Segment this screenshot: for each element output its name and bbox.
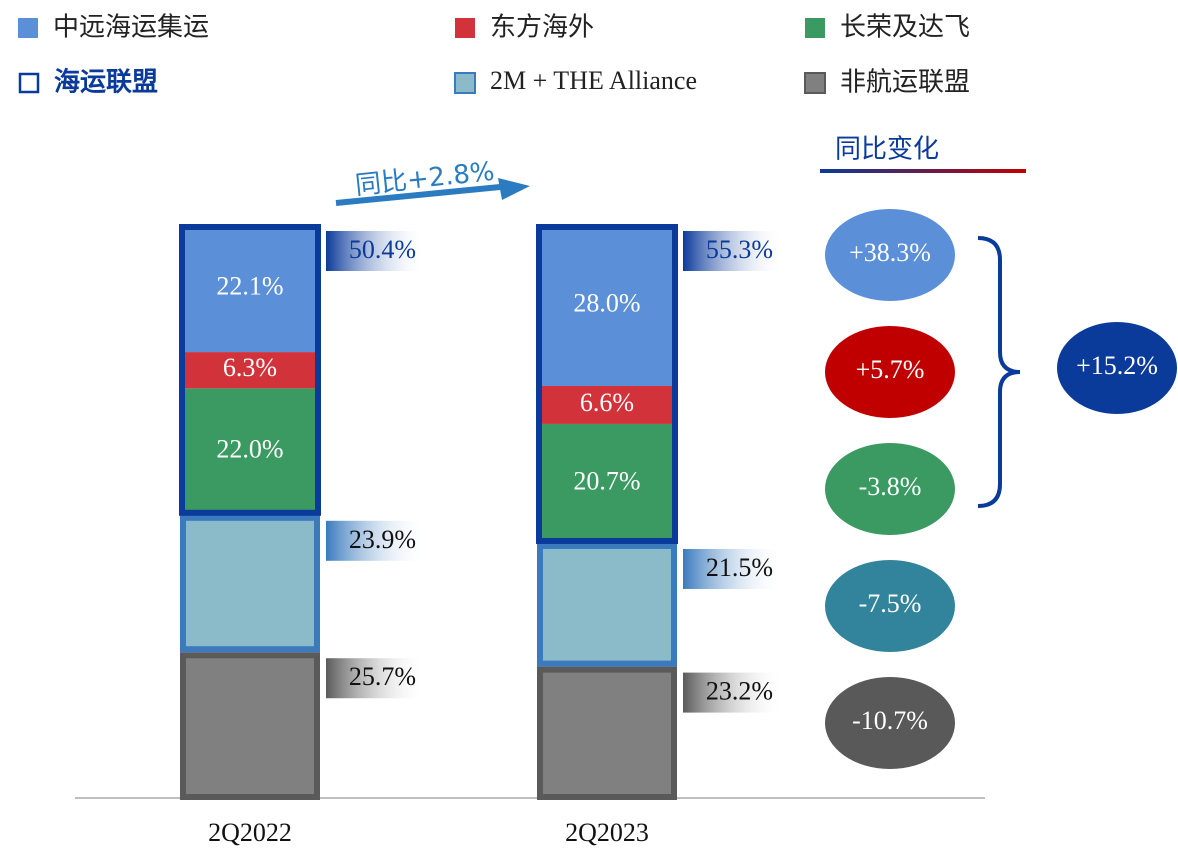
legend-swatch bbox=[18, 72, 40, 94]
legend-label: 中远海运集运 bbox=[53, 13, 209, 43]
bar-segment bbox=[180, 352, 320, 389]
group-label: 50.4% bbox=[349, 235, 416, 264]
bar-segment bbox=[537, 225, 677, 386]
label-box bbox=[683, 231, 783, 271]
brace bbox=[977, 236, 1021, 508]
change-bubble bbox=[825, 326, 955, 418]
change-label: +38.3% bbox=[849, 238, 931, 267]
x-tick-label: 2Q2023 bbox=[565, 818, 649, 847]
bar-segment bbox=[537, 666, 677, 800]
value-label: 20.7% bbox=[573, 466, 640, 495]
changes-title: 同比变化 bbox=[835, 135, 939, 165]
legend-label: 非航运联盟 bbox=[840, 68, 970, 98]
value-label: 6.6% bbox=[580, 388, 634, 417]
legend-swatch bbox=[804, 72, 826, 94]
group-label: 55.3% bbox=[706, 235, 773, 264]
label-box bbox=[683, 548, 783, 589]
value-label: 22.0% bbox=[216, 435, 283, 464]
legend-swatch bbox=[454, 72, 476, 94]
change-bubble bbox=[825, 560, 955, 652]
change-label: +5.7% bbox=[856, 355, 925, 384]
bar-segment bbox=[537, 386, 677, 424]
legend-label: 2M + THE Alliance bbox=[490, 66, 697, 95]
label-box bbox=[683, 672, 783, 713]
change-label: -7.5% bbox=[859, 589, 922, 618]
legend-swatch bbox=[18, 18, 38, 38]
group-outline bbox=[536, 224, 678, 544]
legend-swatch bbox=[455, 18, 475, 38]
value-label: 25.7% bbox=[349, 662, 416, 691]
bar-segment bbox=[180, 652, 320, 800]
change-bubble bbox=[825, 443, 955, 535]
legend-label: 海运联盟 bbox=[54, 68, 158, 98]
change-label: -3.8% bbox=[859, 472, 922, 501]
bar-segment bbox=[180, 514, 320, 653]
title-underline bbox=[820, 169, 1026, 173]
group-change-bubble bbox=[1057, 322, 1177, 414]
arrow bbox=[335, 184, 501, 206]
value-label: 28.0% bbox=[573, 288, 640, 317]
bar-segment bbox=[180, 388, 320, 515]
value-label: 22.1% bbox=[216, 272, 283, 301]
label-box bbox=[326, 520, 426, 561]
label-box bbox=[326, 658, 426, 699]
change-label: -10.7% bbox=[852, 706, 928, 735]
group-change-label: +15.2% bbox=[1076, 351, 1158, 380]
x-tick-label: 2Q2022 bbox=[208, 818, 292, 847]
legend-label: 长荣及达飞 bbox=[840, 13, 970, 43]
group-outline bbox=[179, 224, 321, 516]
change-bubble bbox=[825, 209, 955, 301]
bar-segment bbox=[180, 225, 320, 353]
value-label: 6.3% bbox=[223, 353, 277, 382]
value-label: 23.2% bbox=[706, 677, 773, 706]
bar-segment bbox=[537, 542, 677, 667]
change-bubble bbox=[825, 677, 955, 769]
label-box bbox=[326, 231, 426, 271]
legend-label: 东方海外 bbox=[490, 13, 594, 43]
bar-segment bbox=[537, 423, 677, 543]
legend-swatch bbox=[805, 18, 825, 38]
value-label: 23.9% bbox=[349, 525, 416, 554]
value-label: 21.5% bbox=[706, 553, 773, 582]
arrow-head bbox=[498, 178, 530, 200]
